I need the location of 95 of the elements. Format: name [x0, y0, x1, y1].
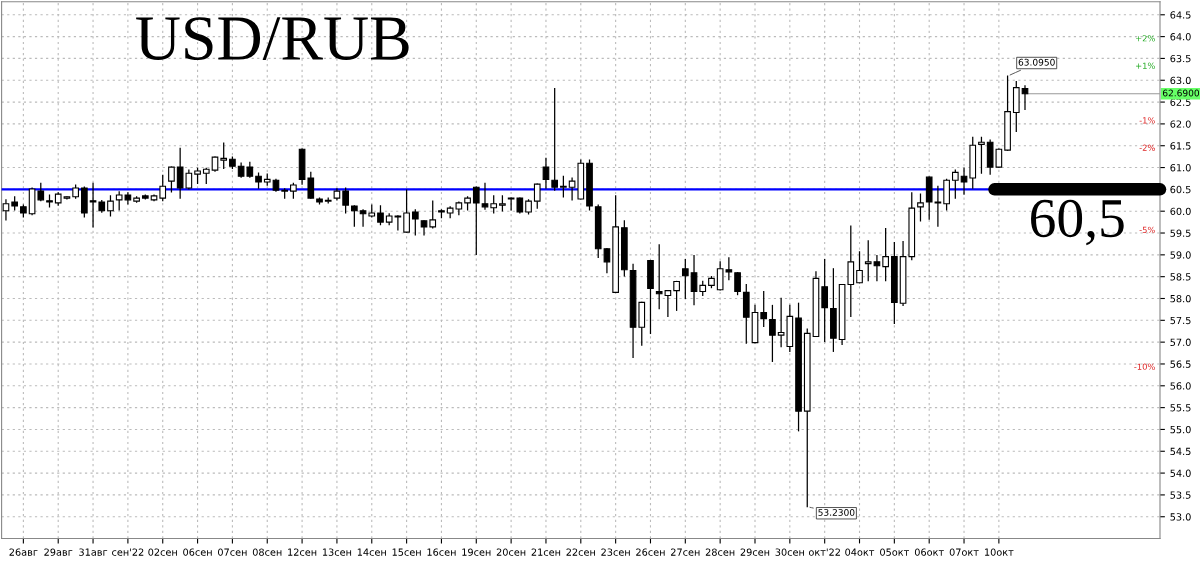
candlestick [220, 142, 228, 170]
x-tick-label: 20сен [496, 548, 526, 556]
x-tick-label: 26сен [636, 548, 665, 556]
candlestick [403, 189, 410, 233]
x-tick-label: 05окт [880, 548, 909, 556]
annotation: 53.2300 [818, 509, 855, 516]
y-tick-label: 59.0 [1170, 251, 1191, 259]
candlestick [411, 209, 419, 236]
y-tick-label: 58.5 [1170, 273, 1191, 281]
x-tick-label: 12сен [288, 548, 317, 556]
candlestick [917, 193, 924, 222]
x-tick-label: 29сен [740, 548, 770, 556]
y-tick-label: 57.0 [1170, 338, 1191, 346]
candlestick [856, 251, 863, 284]
x-tick-label: 08сен [252, 548, 282, 556]
candlestick [89, 182, 97, 228]
candlestick [960, 167, 968, 195]
x-tick-label: окт'22 [808, 548, 840, 556]
annotation: +1% [1136, 62, 1155, 69]
y-tick-label: 54.0 [1170, 469, 1191, 477]
x-tick-label: 10окт [985, 548, 1014, 556]
candlestick [107, 195, 114, 217]
candlestick [734, 272, 741, 296]
candlestick [690, 255, 698, 306]
y-tick-label: 54.5 [1170, 447, 1191, 456]
annotation: +2% [1136, 35, 1155, 42]
y-tick-label: 55.5 [1170, 404, 1191, 412]
y-tick-label: 55.0 [1170, 425, 1191, 434]
y-tick-label: 56.0 [1170, 382, 1191, 390]
y-tick-label: 64.5 [1170, 11, 1191, 19]
candlestick [681, 259, 689, 300]
y-tick-label: 63.5 [1170, 54, 1191, 63]
x-tick-label: 19сен [462, 548, 491, 556]
x-tick-label: 26авг [9, 548, 38, 556]
candlestick [472, 186, 480, 256]
candlestick [978, 136, 985, 174]
x-tick-label: 29авг [44, 548, 73, 556]
candlestick [542, 157, 550, 189]
x-tick-label: 27сен [671, 548, 700, 556]
y-tick-label: 53.0 [1170, 513, 1191, 521]
x-tick-label: 15сен [392, 548, 421, 556]
x-tick-label: 31авг [79, 548, 108, 556]
x-tick-label: 23сен [601, 548, 630, 556]
y-tick-label: 53.5 [1170, 491, 1191, 499]
candlestick [342, 187, 349, 214]
ref-line-label: 60,5 [1031, 199, 1124, 246]
candlestick [533, 183, 541, 209]
ref-line-label: 62.6900 [1162, 89, 1200, 97]
candlestick [951, 169, 959, 199]
candlestick [769, 304, 776, 362]
annotation: -2% [1139, 144, 1155, 151]
x-tick-label: сен'22 [112, 548, 144, 556]
y-tick-label: 62.0 [1170, 120, 1191, 128]
x-tick-label: 30сен [775, 548, 804, 556]
candlestick [943, 178, 950, 211]
y-tick-label: 61.5 [1170, 142, 1191, 150]
annotation: -1% [1139, 117, 1155, 124]
annotation: -5% [1139, 226, 1155, 234]
x-tick-label: 28сен [705, 548, 735, 556]
candlestick [429, 200, 437, 229]
y-tick-label: 60.0 [1170, 207, 1191, 216]
annotation: 63.0950 [1018, 58, 1055, 66]
annotation: -10% [1134, 363, 1155, 370]
candlestick [560, 175, 567, 198]
y-tick-label: 58.0 [1170, 294, 1191, 303]
x-tick-label: 06окт [914, 548, 944, 556]
x-tick-label: 14сен [357, 548, 386, 556]
x-tick-label: 21сен [531, 548, 561, 556]
x-tick-label: 06сен [183, 548, 212, 556]
y-tick-label: 59.5 [1170, 229, 1191, 237]
y-tick-label: 64.0 [1170, 33, 1191, 41]
x-tick-label: 22сен [566, 548, 595, 556]
x-tick-label: 07окт [949, 548, 979, 556]
candlestick [673, 280, 680, 311]
x-tick-label: 07сен [218, 548, 247, 556]
x-tick-label: 13сен [322, 548, 352, 556]
y-tick-label: 63.0 [1170, 76, 1191, 85]
x-tick-label: 02сен [148, 548, 177, 556]
y-tick-label: 62.5 [1170, 98, 1191, 106]
y-tick-label: 56.5 [1170, 360, 1191, 368]
chart-title: USD/RUB [136, 17, 409, 61]
candlestick [882, 228, 889, 282]
candlestick [168, 166, 175, 193]
candlestick [377, 205, 384, 226]
y-tick-label: 61.0 [1170, 164, 1191, 172]
candlestick [159, 174, 167, 202]
candlestick [2, 199, 10, 221]
x-tick-label: 04окт [845, 548, 875, 556]
candlestick [821, 259, 829, 342]
candlestick [760, 290, 768, 328]
candlestick [351, 205, 358, 227]
y-tick-label: 60.5 [1170, 185, 1191, 194]
x-tick-label: 16сен [427, 548, 456, 556]
y-tick-label: 57.5 [1170, 316, 1191, 325]
candlestick [551, 87, 559, 191]
